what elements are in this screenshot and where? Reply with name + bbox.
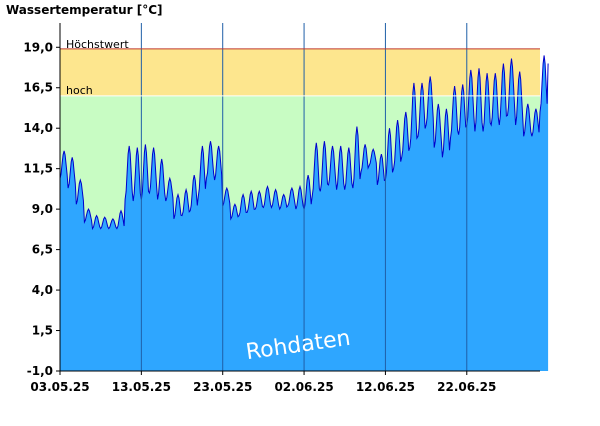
threshold-lines bbox=[60, 48, 540, 97]
band-0 bbox=[60, 48, 540, 96]
x-tick-label-3: 02.06.25 bbox=[274, 380, 333, 394]
y-tick-label-6: 4,0 bbox=[32, 283, 53, 297]
chart-title: Wassertemperatur [°C] bbox=[6, 3, 163, 17]
x-tick-label-4: 12.06.25 bbox=[356, 380, 415, 394]
y-axis-ticks: 19,0 16,5 14,0 11,5 9,0 6,5 4,0 1,5 -1,0 bbox=[23, 40, 60, 378]
y-tick-label-8: -1,0 bbox=[27, 364, 53, 378]
band-label-max: Höchstwert bbox=[66, 38, 129, 51]
x-axis-ticks: 03.05.25 13.05.25 23.05.25 02.06.25 12.06.25… bbox=[30, 371, 496, 394]
x-tick-label-2: 23.05.25 bbox=[193, 380, 252, 394]
x-tick-label-5: 22.06.25 bbox=[437, 380, 496, 394]
y-tick-label-2: 14,0 bbox=[23, 121, 53, 135]
y-tick-label-4: 9,0 bbox=[32, 202, 53, 216]
vertical-gridlines bbox=[140, 23, 468, 371]
y-tick-label-7: 1,5 bbox=[32, 324, 53, 338]
band-label-high: hoch bbox=[66, 84, 93, 97]
axes bbox=[56, 23, 540, 375]
x-tick-label-1: 13.05.25 bbox=[112, 380, 171, 394]
y-tick-label-0: 19,0 bbox=[23, 40, 53, 54]
y-tick-label-3: 11,5 bbox=[23, 162, 53, 176]
y-tick-label-1: 16,5 bbox=[23, 81, 53, 95]
x-tick-label-0: 03.05.25 bbox=[30, 380, 89, 394]
y-tick-label-5: 6,5 bbox=[32, 243, 53, 257]
